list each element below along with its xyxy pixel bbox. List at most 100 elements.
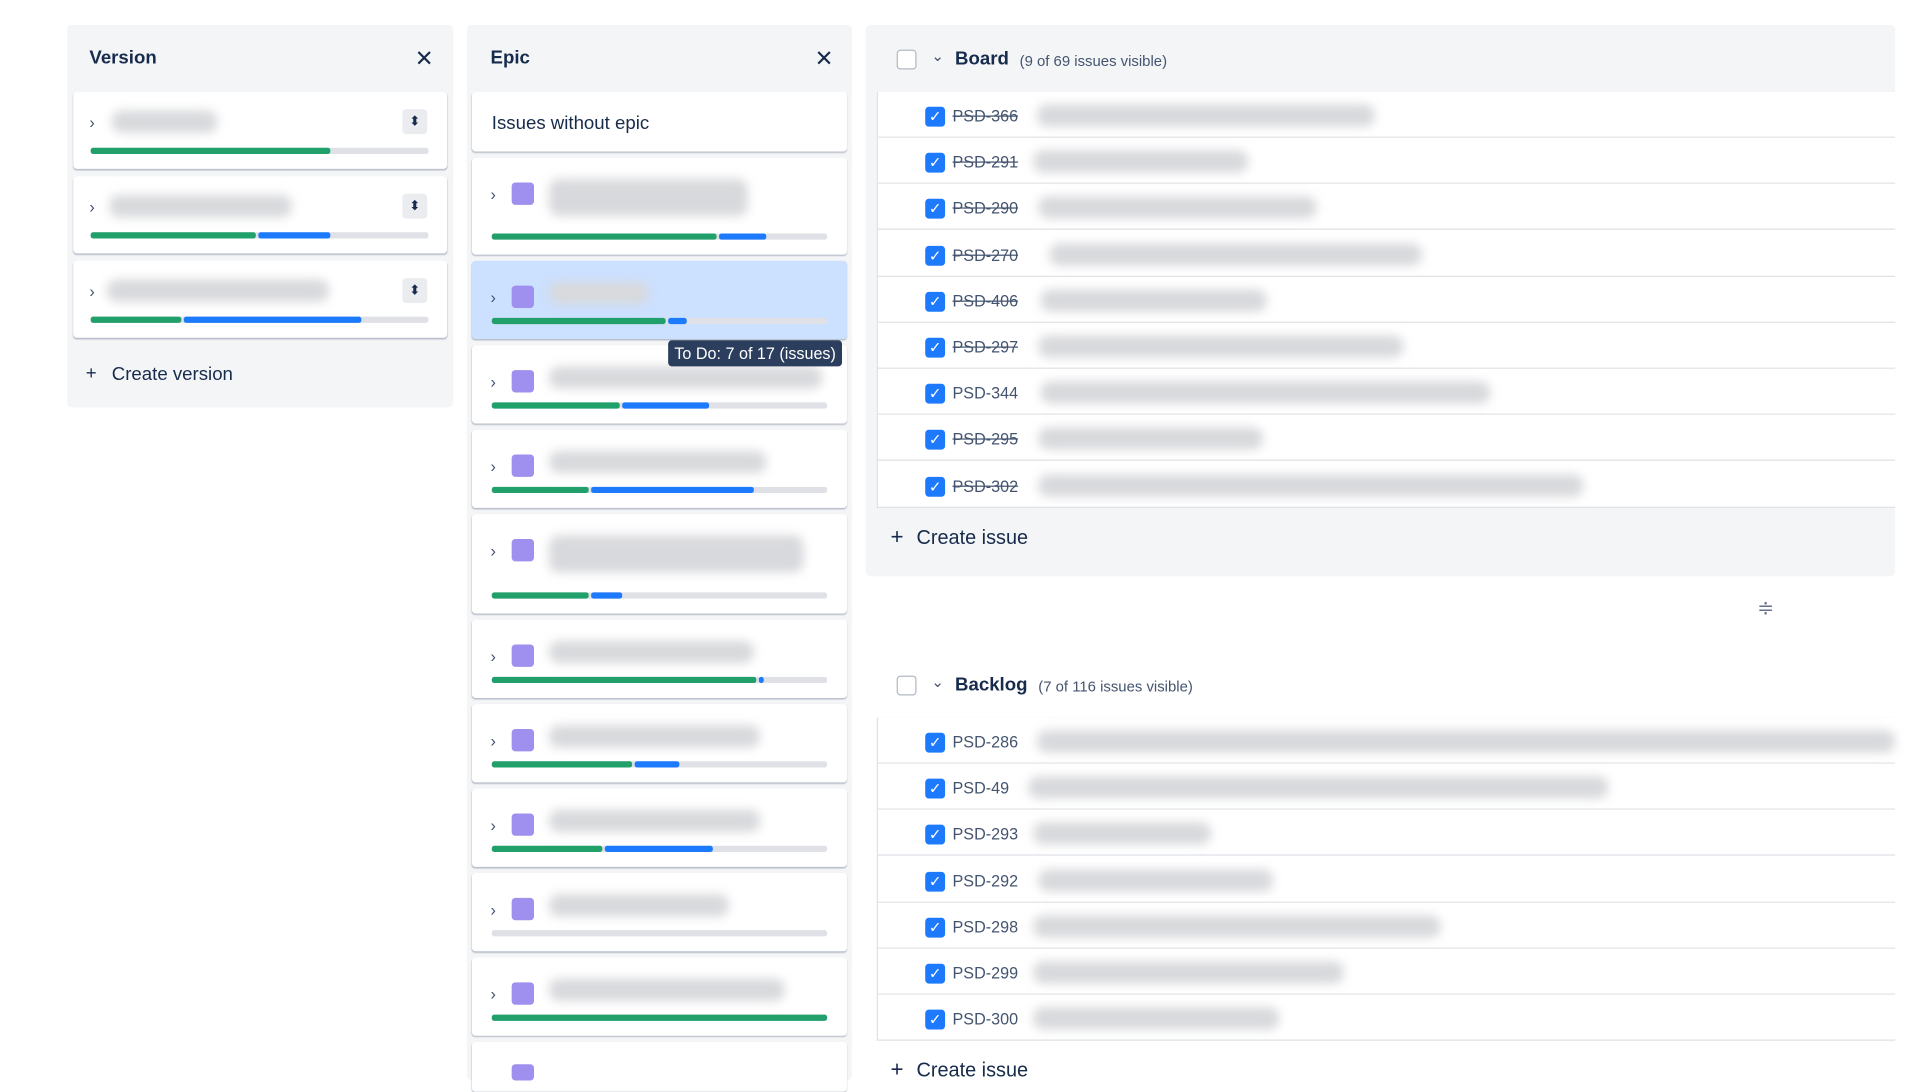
issue-key[interactable]: PSD-302: [952, 476, 1019, 496]
issue-key[interactable]: PSD-344: [952, 383, 1019, 403]
epic-color: [511, 182, 535, 205]
issue-row[interactable]: [878, 184, 1896, 231]
blurred-summary: [1038, 473, 1584, 497]
issue-checkbox[interactable]: ✓: [925, 383, 946, 404]
chevron: ›: [490, 288, 496, 307]
blurred-name: [548, 178, 748, 217]
issue-row[interactable]: [878, 810, 1896, 857]
issue-checkbox[interactable]: ✓: [925, 245, 946, 266]
close-button[interactable]: ✕: [814, 45, 834, 71]
issue-key[interactable]: PSD-286: [952, 732, 1019, 752]
issue-row[interactable]: [878, 948, 1896, 995]
issue-key[interactable]: PSD-270: [952, 245, 1019, 265]
issue-key[interactable]: PSD-299: [952, 963, 1019, 983]
blurred-summary: [1036, 730, 1896, 753]
create-issue[interactable]: Create issue: [916, 527, 1029, 549]
issue-key[interactable]: PSD-290: [952, 199, 1019, 218]
issue-checkbox[interactable]: ✓: [925, 291, 946, 312]
create-version[interactable]: +: [85, 362, 97, 384]
issue-checkbox[interactable]: ✓: [925, 1009, 946, 1030]
blurred-summary: [1040, 381, 1491, 404]
issue-key[interactable]: PSD-366: [952, 106, 1019, 126]
issue-checkbox[interactable]: ✓: [925, 430, 946, 451]
progress-in-progress: [591, 486, 754, 494]
create-version-label[interactable]: Create version: [111, 363, 233, 385]
blurred-summary: [1040, 289, 1267, 312]
select-all[interactable]: [896, 49, 917, 70]
issue-key[interactable]: PSD-298: [952, 917, 1019, 937]
issue-key[interactable]: PSD-49: [952, 778, 1010, 798]
create-issue-icon[interactable]: +: [890, 523, 904, 549]
progress-done: [491, 1014, 828, 1021]
blurred-name: [548, 978, 785, 1001]
progress-track: [491, 930, 828, 937]
blurred-name: [548, 640, 754, 664]
progress-done: [491, 676, 757, 684]
issue-key[interactable]: PSD-293: [952, 825, 1019, 844]
issue-checkbox[interactable]: ✓: [925, 476, 946, 497]
reorder-icon: ⬍: [402, 109, 428, 135]
blurred-summary: [1033, 961, 1344, 984]
progress-done: [491, 761, 633, 768]
blurred-name: [548, 894, 729, 917]
epic-color: [511, 1064, 535, 1081]
blurred-name: [548, 725, 761, 748]
issue-checkbox[interactable]: ✓: [925, 152, 946, 173]
no-epic-card[interactable]: [471, 91, 847, 152]
collapse-chevron[interactable]: ⌄: [931, 673, 944, 691]
epic-card[interactable]: [471, 260, 847, 340]
progress-in-progress: [668, 317, 687, 325]
epic-color: [511, 813, 535, 836]
blurred-summary: [1038, 335, 1404, 358]
issue-key[interactable]: PSD-406: [952, 291, 1019, 311]
progress-done: [491, 317, 667, 325]
issue-row[interactable]: [878, 138, 1896, 185]
resize-handle[interactable]: ≑: [1757, 598, 1774, 620]
issue-key[interactable]: PSD-291: [952, 152, 1019, 172]
chevron: ›: [490, 541, 496, 561]
issue-checkbox[interactable]: ✓: [925, 337, 946, 358]
blurred-summary: [1028, 776, 1609, 799]
reorder-icon: ⬍: [402, 193, 428, 219]
issue-row[interactable]: [878, 91, 1896, 138]
issue-row[interactable]: [878, 276, 1896, 323]
issue-key[interactable]: PSD-300: [952, 1009, 1019, 1029]
issue-checkbox[interactable]: ✓: [925, 778, 946, 799]
chevron: ›: [490, 900, 496, 920]
panel-title: Epic: [490, 47, 530, 69]
issue-checkbox[interactable]: ✓: [925, 106, 946, 127]
section-title: Board: [955, 48, 1009, 70]
issue-row[interactable]: [878, 856, 1896, 903]
chevron: ›: [490, 372, 496, 392]
epic-color: [511, 644, 535, 667]
issue-checkbox[interactable]: ✓: [925, 825, 946, 845]
epic-color: [511, 982, 535, 1005]
blurred-summary: [1038, 868, 1273, 892]
close-button[interactable]: ✕: [414, 45, 434, 71]
select-all[interactable]: [896, 675, 917, 696]
epic-color: [511, 897, 535, 921]
blurred-summary: [1033, 915, 1441, 938]
progress-done: [90, 232, 257, 239]
progress-done: [491, 233, 717, 240]
chevron: ›: [89, 197, 95, 217]
collapse-chevron[interactable]: ⌄: [931, 47, 944, 65]
issue-key[interactable]: PSD-292: [952, 871, 1019, 890]
blurred-name: [109, 194, 292, 218]
issue-checkbox[interactable]: ✓: [925, 917, 946, 938]
blurred-summary: [1033, 822, 1211, 845]
issue-key[interactable]: PSD-295: [952, 430, 1019, 449]
create-issue[interactable]: Create issue: [916, 1061, 1029, 1083]
create-issue-icon[interactable]: +: [890, 1057, 904, 1083]
epic-color: [511, 454, 535, 477]
issue-checkbox[interactable]: ✓: [925, 732, 946, 753]
issue-checkbox[interactable]: ✓: [925, 963, 946, 984]
progress-in-progress: [621, 402, 710, 409]
issue-row[interactable]: [878, 994, 1896, 1041]
epic-color: [511, 538, 535, 562]
issue-key[interactable]: PSD-297: [952, 337, 1019, 357]
no-epic-label: Issues without epic: [491, 113, 650, 135]
issue-row[interactable]: [878, 415, 1896, 462]
issue-checkbox[interactable]: ✓: [925, 871, 946, 892]
issue-checkbox[interactable]: ✓: [925, 199, 946, 220]
